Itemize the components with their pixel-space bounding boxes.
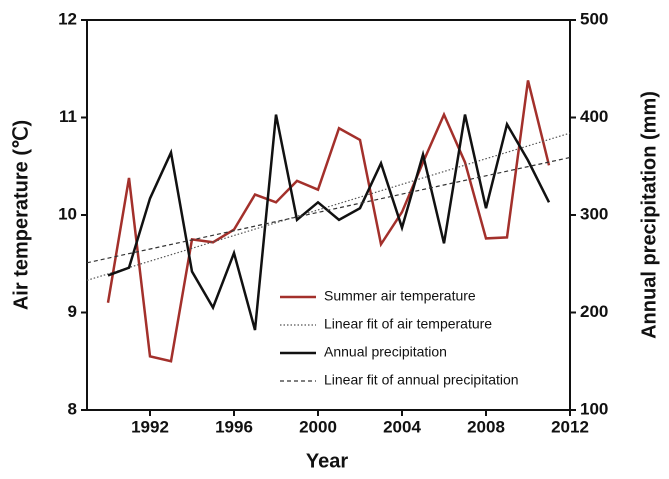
x-tick-label: 2000 <box>299 417 337 436</box>
y-tick-label: 12 <box>58 9 77 28</box>
legend-label: Annual precipitation <box>324 344 447 360</box>
y-axis-title: Air temperature (℃) <box>10 120 32 310</box>
series-line <box>86 156 571 264</box>
x-tick-label: 1992 <box>131 417 169 436</box>
series-line <box>106 80 551 363</box>
x-axis-title: Year <box>306 450 348 472</box>
x-tick-label: 2008 <box>467 417 505 436</box>
series-line <box>86 132 571 281</box>
y-tick-label: 8 <box>68 399 77 418</box>
y-tick-label: 11 <box>59 107 77 126</box>
y2-axis-title: Annual precipitation (mm) <box>638 91 660 339</box>
y2-tick-label: 200 <box>580 302 608 321</box>
series-line <box>107 114 551 331</box>
x-tick-label: 1996 <box>215 417 253 436</box>
legend-label: Linear fit of annual precipitation <box>324 372 519 388</box>
y-tick-label: 10 <box>58 204 77 223</box>
legend-label: Linear fit of air temperature <box>324 316 492 332</box>
x-tick-label: 2012 <box>551 417 589 436</box>
y2-tick-label: 400 <box>580 107 608 126</box>
y2-tick-label: 300 <box>580 204 608 223</box>
y-tick-label: 9 <box>68 302 77 321</box>
x-tick-label: 2004 <box>383 417 421 436</box>
y2-tick-label: 100 <box>580 399 608 418</box>
y2-tick-label: 500 <box>580 9 608 28</box>
legend-label: Summer air temperature <box>324 288 476 304</box>
